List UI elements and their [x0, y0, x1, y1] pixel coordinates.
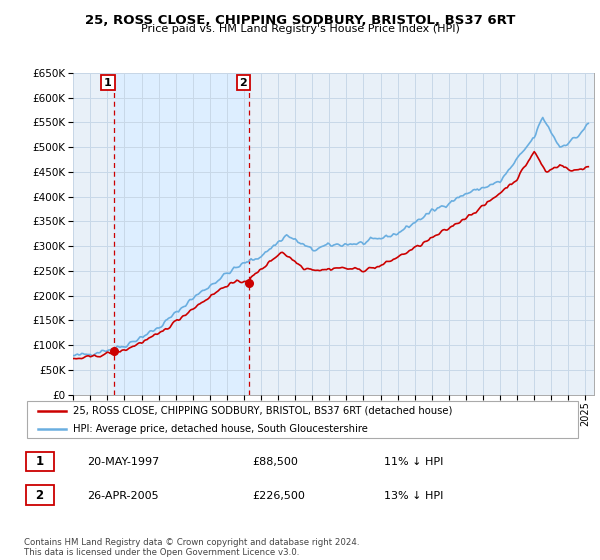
- Bar: [114, 73, 250, 395]
- FancyBboxPatch shape: [26, 486, 53, 505]
- Text: 1: 1: [104, 78, 112, 88]
- Text: 20-MAY-1997: 20-MAY-1997: [87, 457, 159, 467]
- Text: 11% ↓ HPI: 11% ↓ HPI: [384, 457, 443, 467]
- Text: 1: 1: [35, 455, 44, 468]
- Text: Price paid vs. HM Land Registry's House Price Index (HPI): Price paid vs. HM Land Registry's House …: [140, 24, 460, 34]
- Text: 26-APR-2005: 26-APR-2005: [87, 491, 158, 501]
- Text: Contains HM Land Registry data © Crown copyright and database right 2024.
This d: Contains HM Land Registry data © Crown c…: [24, 538, 359, 557]
- Text: HPI: Average price, detached house, South Gloucestershire: HPI: Average price, detached house, Sout…: [73, 424, 368, 434]
- FancyBboxPatch shape: [26, 452, 53, 471]
- Text: 2: 2: [35, 488, 44, 502]
- Text: £88,500: £88,500: [252, 457, 298, 467]
- Text: £226,500: £226,500: [252, 491, 305, 501]
- Text: 2: 2: [239, 78, 247, 88]
- Text: 13% ↓ HPI: 13% ↓ HPI: [384, 491, 443, 501]
- Text: 25, ROSS CLOSE, CHIPPING SODBURY, BRISTOL, BS37 6RT: 25, ROSS CLOSE, CHIPPING SODBURY, BRISTO…: [85, 14, 515, 27]
- Text: 25, ROSS CLOSE, CHIPPING SODBURY, BRISTOL, BS37 6RT (detached house): 25, ROSS CLOSE, CHIPPING SODBURY, BRISTO…: [73, 405, 452, 416]
- FancyBboxPatch shape: [27, 401, 578, 438]
